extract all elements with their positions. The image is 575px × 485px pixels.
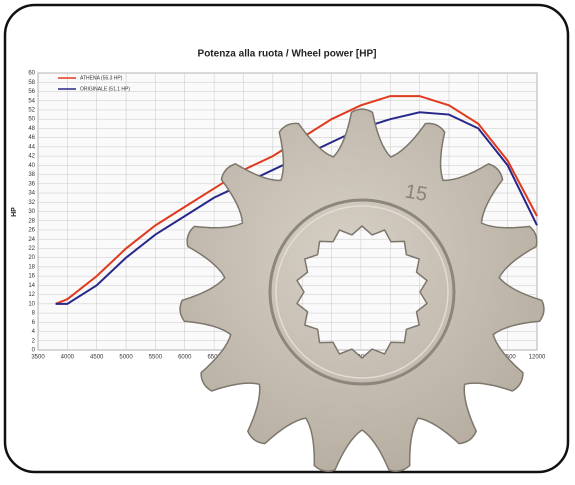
y-tick-label: 42 bbox=[28, 154, 35, 160]
y-tick-label: 8 bbox=[32, 311, 36, 317]
y-tick-label: 0 bbox=[32, 348, 36, 354]
sprocket: 15 bbox=[179, 108, 545, 472]
y-tick-label: 14 bbox=[28, 283, 35, 289]
y-tick-label: 26 bbox=[28, 228, 35, 234]
y-tick-label: 30 bbox=[28, 209, 35, 215]
y-tick-label: 20 bbox=[28, 255, 35, 261]
y-tick-label: 50 bbox=[28, 117, 35, 123]
y-tick-label: 48 bbox=[28, 126, 35, 132]
legend-label: ATHENA (55.3 HP) bbox=[80, 75, 123, 81]
y-tick-label: 28 bbox=[28, 218, 35, 224]
x-tick-label: 12000 bbox=[529, 355, 546, 361]
y-tick-label: 52 bbox=[28, 108, 35, 114]
y-tick-label: 54 bbox=[28, 98, 35, 104]
y-tick-label: 2 bbox=[32, 338, 36, 344]
y-tick-label: 60 bbox=[28, 71, 35, 77]
y-tick-label: 12 bbox=[28, 292, 35, 298]
chart-title: Potenza alla ruota / Wheel power [HP] bbox=[198, 49, 377, 60]
y-tick-label: 58 bbox=[28, 80, 35, 86]
y-tick-label: 44 bbox=[28, 144, 35, 150]
y-tick-label: 24 bbox=[28, 237, 35, 243]
y-tick-label: 56 bbox=[28, 89, 35, 95]
x-tick-label: 6500 bbox=[207, 355, 221, 361]
x-tick-label: 5000 bbox=[119, 355, 133, 361]
x-tick-label: 5500 bbox=[149, 355, 163, 361]
y-tick-label: 40 bbox=[28, 163, 35, 169]
legend-label: ORIGINALE (51.1 HP) bbox=[80, 86, 130, 92]
sprocket-body bbox=[179, 108, 545, 472]
sprocket-hub-inner bbox=[275, 205, 449, 379]
y-tick-label: 18 bbox=[28, 264, 35, 270]
y-tick-label: 34 bbox=[28, 191, 35, 197]
y-axis-label: HP bbox=[11, 207, 18, 217]
y-tick-label: 36 bbox=[28, 181, 35, 187]
y-tick-label: 16 bbox=[28, 274, 35, 280]
y-tick-label: 6 bbox=[32, 320, 36, 326]
x-tick-label: 6000 bbox=[178, 355, 192, 361]
x-tick-label: 3500 bbox=[31, 355, 45, 361]
y-tick-label: 32 bbox=[28, 200, 35, 206]
x-tick-label: 4000 bbox=[61, 355, 75, 361]
sprocket-hub bbox=[268, 198, 456, 386]
x-tick-label: 4500 bbox=[90, 355, 104, 361]
sprocket-marking: 15 bbox=[403, 180, 429, 206]
y-tick-label: 22 bbox=[28, 246, 35, 252]
y-tick-label: 4 bbox=[32, 329, 36, 335]
y-tick-label: 46 bbox=[28, 135, 35, 141]
y-tick-label: 10 bbox=[28, 301, 35, 307]
y-tick-label: 38 bbox=[28, 172, 35, 178]
